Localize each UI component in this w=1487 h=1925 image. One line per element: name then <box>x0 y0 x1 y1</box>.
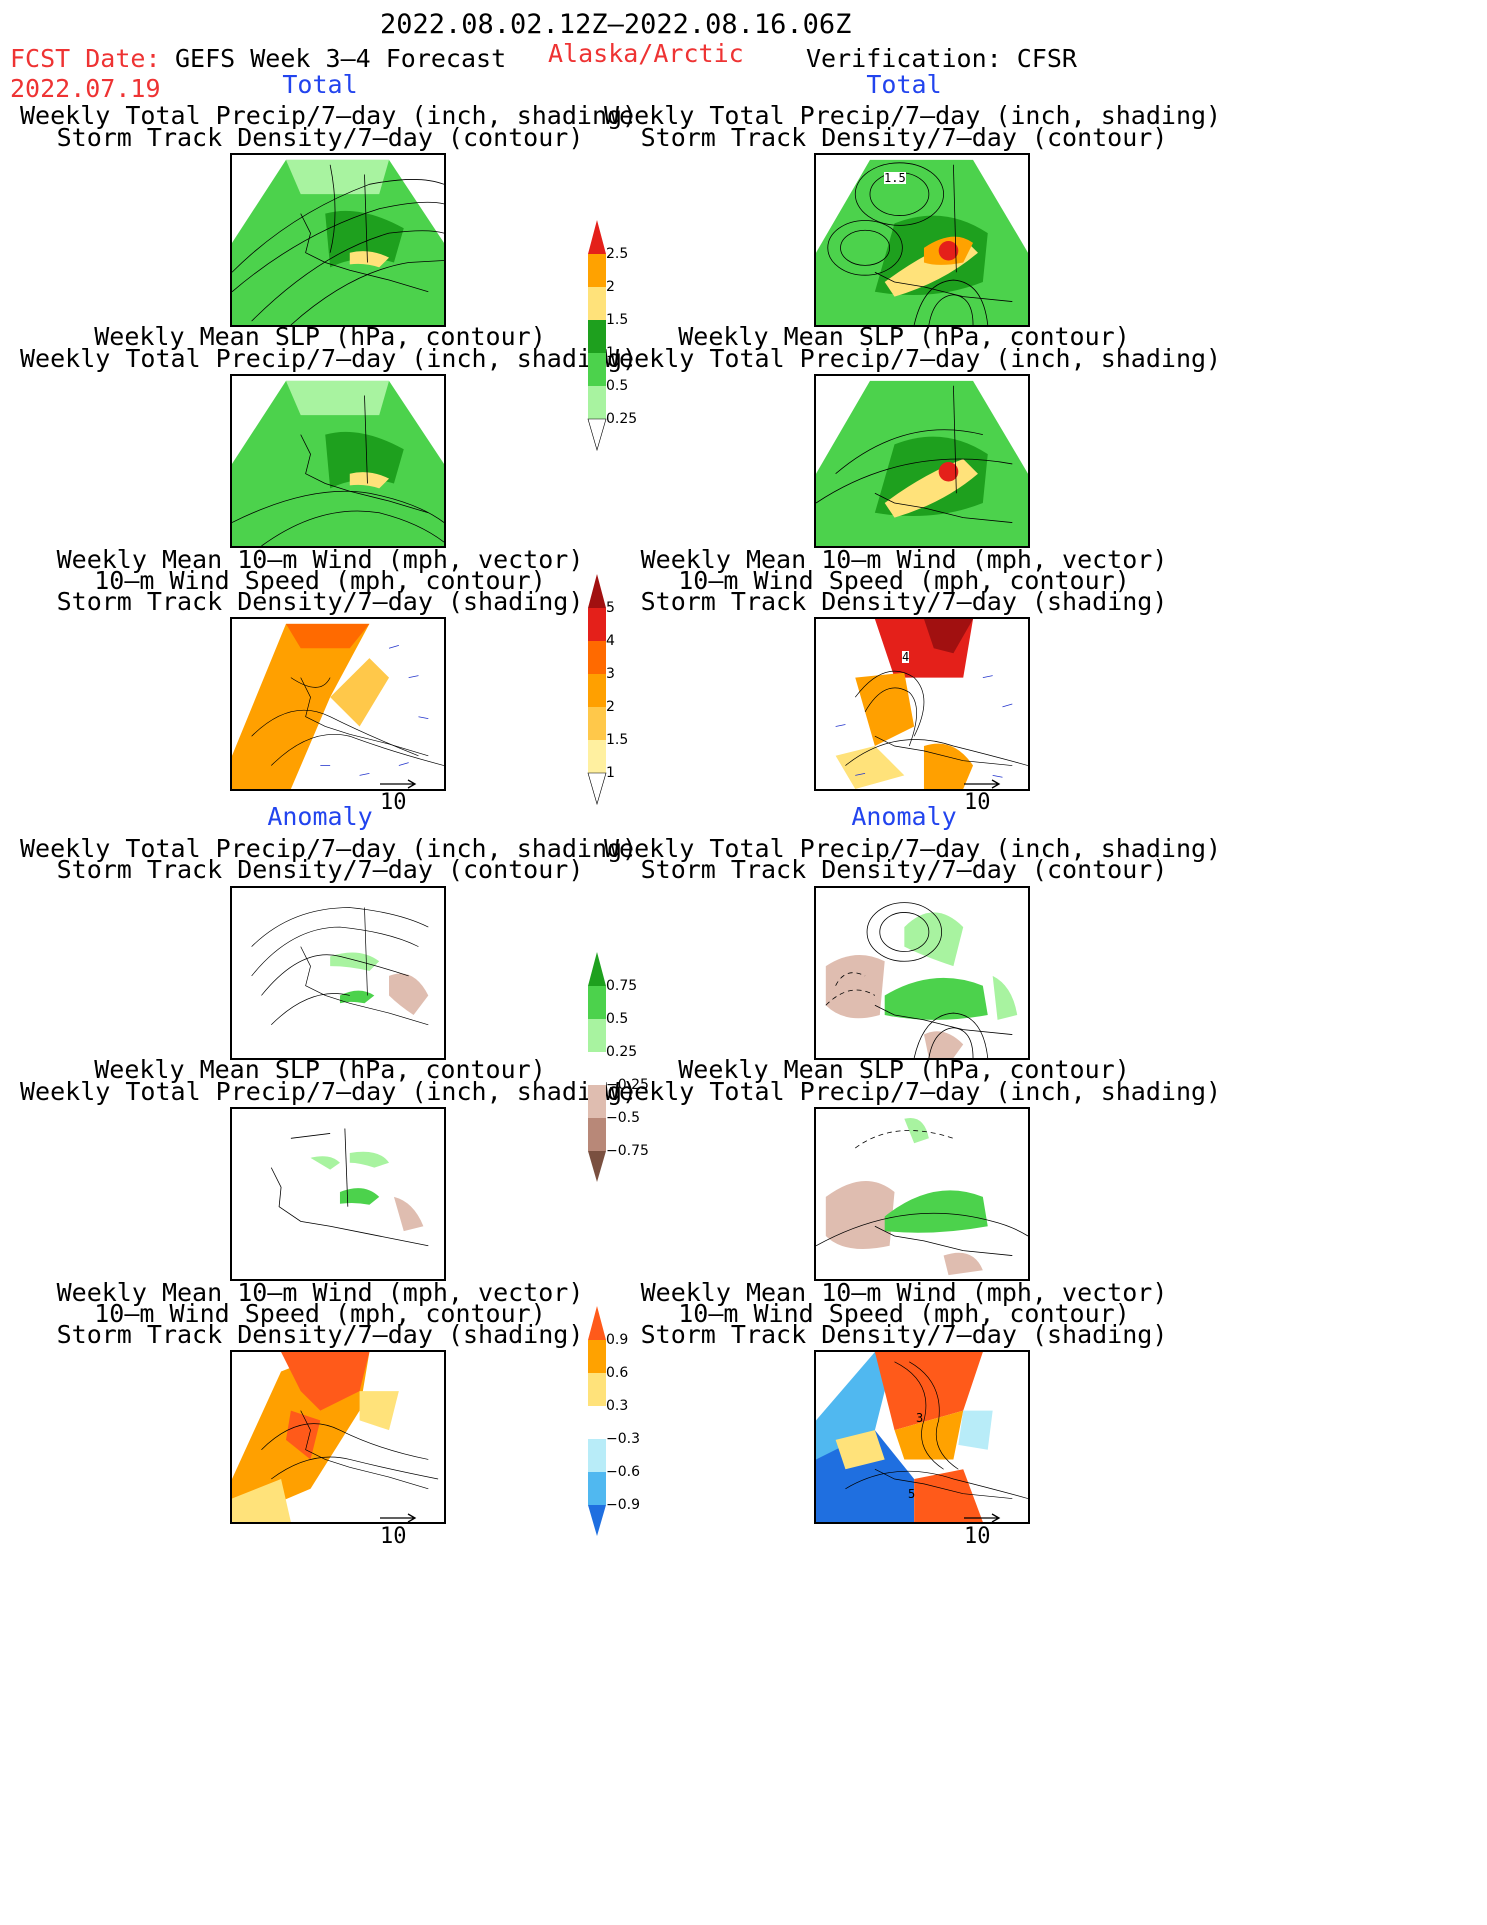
cb-precip-anom-label: −0.5 <box>606 1110 640 1126</box>
verification-label: Verification: CFSR <box>806 44 1077 73</box>
cb-precip-anom-label: 0.25 <box>606 1044 638 1060</box>
contour-label-3: 3 <box>916 1411 924 1425</box>
cb-precip-anom-label: −0.25 <box>606 1077 649 1093</box>
title-r5-line1: Weekly Mean SLP (hPa, contour) <box>678 1055 1130 1084</box>
title-l5-line1: Weekly Mean SLP (hPa, contour) <box>94 1055 546 1084</box>
title-r3-line3: Storm Track Density/7–day (shading) <box>640 587 1168 616</box>
vector-ref-arrow-icon <box>380 779 417 789</box>
map-fcst-total-slp-precip <box>230 374 446 548</box>
title-r2-line2: Weekly Total Precip/7–day (inch, shading… <box>604 344 1222 373</box>
cb-track-anom-label: 0.3 <box>606 1398 629 1414</box>
title-l6-line3: Storm Track Density/7–day (shading) <box>56 1320 584 1349</box>
title-l3-line3: Storm Track Density/7–day (shading) <box>56 587 584 616</box>
map-obs-total-precip-track: 1.5 <box>814 153 1030 327</box>
cb-track-anom-label: −0.9 <box>606 1497 640 1513</box>
map-obs-anom-wind-track: 3 5 <box>814 1350 1030 1524</box>
title-r2-line1: Weekly Mean SLP (hPa, contour) <box>678 322 1130 351</box>
map-fcst-total-wind-track <box>230 617 446 791</box>
cb-track-anom-label: −0.6 <box>606 1464 640 1480</box>
vector-ref-label: 10 <box>964 1524 991 1549</box>
title-r4-line2: Storm Track Density/7–day (contour) <box>640 855 1168 884</box>
title-r3-line2: 10–m Wind Speed (mph, contour) <box>678 566 1130 595</box>
title-l1-line2: Storm Track Density/7–day (contour) <box>56 123 584 152</box>
vector-ref-label: 10 <box>964 790 991 815</box>
title-r1-line2: Storm Track Density/7–day (contour) <box>640 123 1168 152</box>
title-r1-line1: Weekly Total Precip/7–day (inch, shading… <box>604 101 1222 130</box>
section-total-left: Total <box>282 70 358 99</box>
colorbar-precip-anom <box>588 952 606 1182</box>
vector-ref-arrow-icon <box>380 1513 417 1523</box>
title-l3-line2: 10–m Wind Speed (mph, contour) <box>94 566 546 595</box>
title-l6-line1: Weekly Mean 10–m Wind (mph, vector) <box>56 1278 584 1307</box>
cb-track-total-label: 2 <box>606 699 615 715</box>
cb-track-total-label: 5 <box>606 600 615 616</box>
map-fcst-anom-slp-precip <box>230 1107 446 1281</box>
colorbar-precip-total <box>587 220 607 452</box>
cb-track-total-label: 3 <box>606 666 615 682</box>
cb-track-anom-label: 0.6 <box>606 1365 629 1381</box>
section-anomaly-right: Anomaly <box>851 802 957 831</box>
cb-precip-total-label: 2 <box>606 279 615 295</box>
contour-label-1-5: 1.5 <box>884 171 906 185</box>
title-l4-line2: Storm Track Density/7–day (contour) <box>56 855 584 884</box>
region-label: Alaska/Arctic <box>548 39 744 68</box>
title-l1-line1: Weekly Total Precip/7–day (inch, shading… <box>20 101 638 130</box>
cb-precip-anom-label: 0.75 <box>606 978 638 994</box>
section-total-right: Total <box>866 70 942 99</box>
title-l4-line1: Weekly Total Precip/7–day (inch, shading… <box>20 834 638 863</box>
cb-precip-total-label: 1.5 <box>606 312 629 328</box>
map-obs-total-slp-precip <box>814 374 1030 548</box>
cb-precip-total-label: 0.25 <box>606 411 638 427</box>
map-obs-anom-precip-track <box>814 886 1030 1060</box>
title-l6-line2: 10–m Wind Speed (mph, contour) <box>94 1299 546 1328</box>
colorbar-track-total <box>587 574 607 806</box>
map-obs-anom-slp-precip <box>814 1107 1030 1281</box>
cb-precip-anom-label: −0.75 <box>606 1143 649 1159</box>
title-r3-line1: Weekly Mean 10–m Wind (mph, vector) <box>640 545 1168 574</box>
cb-precip-anom-label: 0.5 <box>606 1011 629 1027</box>
title-l2-line2: Weekly Total Precip/7–day (inch, shading… <box>20 344 638 373</box>
title-l3-line1: Weekly Mean 10–m Wind (mph, vector) <box>56 545 584 574</box>
model-label: GEFS Week 3–4 Forecast <box>175 44 507 73</box>
title-r6-line1: Weekly Mean 10–m Wind (mph, vector) <box>640 1278 1168 1307</box>
cb-track-total-label: 1.5 <box>606 732 629 748</box>
title-r6-line2: 10–m Wind Speed (mph, contour) <box>678 1299 1130 1328</box>
map-fcst-anom-precip-track <box>230 886 446 1060</box>
date-range-title: 2022.08.02.12Z–2022.08.16.06Z <box>380 9 852 40</box>
cb-track-anom-label: 0.9 <box>606 1332 629 1348</box>
title-l2-line1: Weekly Mean SLP (hPa, contour) <box>94 322 546 351</box>
cb-precip-total-label: 1 <box>606 345 615 361</box>
cb-track-total-label: 1 <box>606 765 615 781</box>
section-anomaly-left: Anomaly <box>267 802 373 831</box>
title-r6-line3: Storm Track Density/7–day (shading) <box>640 1320 1168 1349</box>
vector-ref-arrow-icon <box>964 1513 1001 1523</box>
cb-precip-total-label: 0.5 <box>606 378 629 394</box>
fcst-date-value: 2022.07.19 <box>10 74 161 103</box>
contour-label-4: 4 <box>902 650 910 664</box>
cb-track-anom-label: −0.3 <box>606 1431 640 1447</box>
map-fcst-total-precip-track <box>230 153 446 327</box>
contour-label-5: 5 <box>908 1487 916 1501</box>
vector-ref-label: 10 <box>380 1524 407 1549</box>
fcst-date-label: FCST Date: <box>10 44 161 73</box>
colorbar-track-anom <box>588 1306 606 1536</box>
cb-track-total-label: 4 <box>606 633 615 649</box>
title-r5-line2: Weekly Total Precip/7–day (inch, shading… <box>604 1077 1222 1106</box>
map-obs-total-wind-track: 4 <box>814 617 1030 791</box>
map-fcst-anom-wind-track <box>230 1350 446 1524</box>
cb-precip-total-label: 2.5 <box>606 246 629 262</box>
title-r4-line1: Weekly Total Precip/7–day (inch, shading… <box>604 834 1222 863</box>
vector-ref-label: 10 <box>380 790 407 815</box>
vector-ref-arrow-icon <box>964 779 1001 789</box>
title-l5-line2: Weekly Total Precip/7–day (inch, shading… <box>20 1077 638 1106</box>
